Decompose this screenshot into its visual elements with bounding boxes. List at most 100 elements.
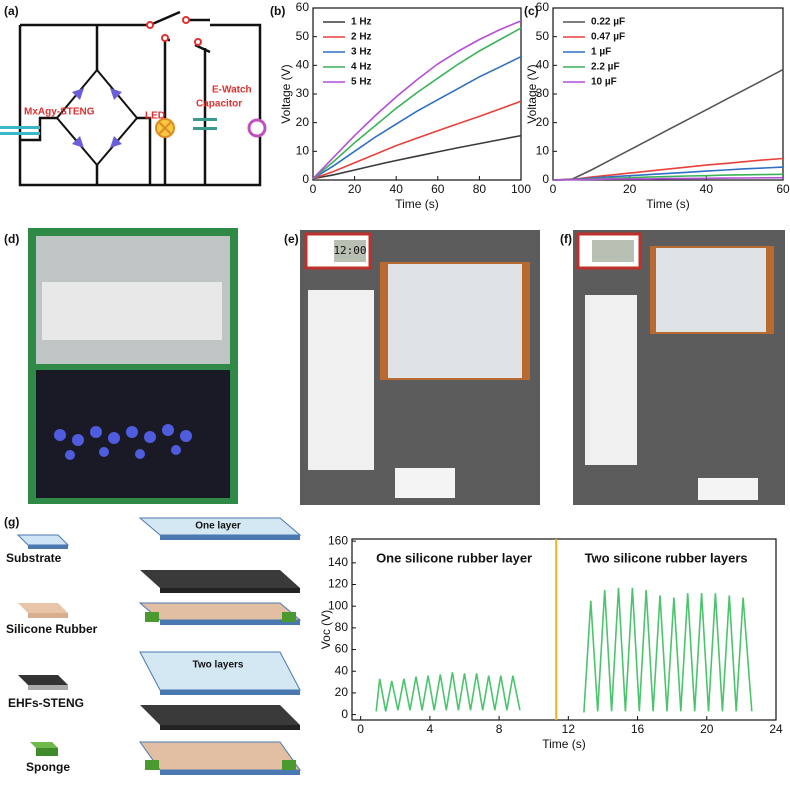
x-axis-label: Time (s) xyxy=(395,197,439,211)
x-tick-label: 60 xyxy=(431,182,445,196)
x-tick-label: 0 xyxy=(357,722,364,736)
clock-screen xyxy=(592,240,634,262)
stack-label: One layer xyxy=(195,521,241,532)
sponge-icon xyxy=(30,742,58,748)
y-tick-label: 40 xyxy=(536,58,550,72)
x-axis-label: Time (s) xyxy=(646,197,690,211)
panel-a: (a) MxAgy-STENG LED E-Watch Capacitor xyxy=(0,4,267,187)
x-tick-label: 24 xyxy=(769,722,783,736)
panel-label: (c) xyxy=(524,4,539,18)
series-line xyxy=(312,55,522,180)
legend-text: 0.47 µF xyxy=(591,32,625,43)
panel-label: (f) xyxy=(560,232,572,246)
x-tick-label: 12 xyxy=(562,722,576,736)
y-tick-label: 20 xyxy=(296,115,310,129)
sponge-icon xyxy=(36,748,58,756)
x-tick-label: 40 xyxy=(390,182,404,196)
steng-icon xyxy=(28,685,68,690)
wire xyxy=(163,38,211,185)
clock-screen xyxy=(334,240,366,262)
y-tick-label: 40 xyxy=(335,663,349,677)
panel-label: (b) xyxy=(270,4,285,18)
y-tick-label: 100 xyxy=(328,598,348,612)
y-axis-label: Voc (V) xyxy=(319,610,333,649)
clock-time: 12:00 xyxy=(333,244,366,257)
contact xyxy=(194,38,202,46)
panel-label: (g) xyxy=(4,515,19,529)
x-tick-label: 100 xyxy=(511,182,531,196)
y-tick-label: 80 xyxy=(335,620,349,634)
x-tick-label: 16 xyxy=(631,722,645,736)
x-tick-label: 8 xyxy=(496,722,503,736)
y-axis-label: Voltage (V) xyxy=(279,64,293,123)
breadboard xyxy=(308,290,374,470)
panel-label: (a) xyxy=(4,4,19,18)
series-line xyxy=(552,176,784,181)
teng-layer xyxy=(0,126,40,129)
x-axis-label: Time (s) xyxy=(542,737,586,751)
x-tick-label: 20 xyxy=(348,182,362,196)
watch xyxy=(698,478,758,500)
x-tick-label: 20 xyxy=(623,182,637,196)
legend-text: Sponge xyxy=(26,760,70,774)
switch xyxy=(149,10,181,27)
series-line xyxy=(312,20,522,180)
steng-icon xyxy=(18,675,68,685)
y-tick-label: 0 xyxy=(341,707,348,721)
led-label: LED xyxy=(145,111,165,122)
y-tick-label: 30 xyxy=(536,86,550,100)
x-tick-label: 4 xyxy=(427,722,434,736)
capacitor-plate xyxy=(193,127,217,130)
diodes xyxy=(72,88,122,148)
y-tick-label: 50 xyxy=(296,29,310,43)
x-tick-label: 0 xyxy=(310,182,317,196)
x-tick-label: 20 xyxy=(700,722,714,736)
y-tick-label: 60 xyxy=(335,642,349,656)
watch xyxy=(395,468,455,498)
y-tick-label: 40 xyxy=(296,58,310,72)
watch-label: E-Watch xyxy=(212,85,252,96)
series-line xyxy=(552,166,784,181)
y-tick-label: 60 xyxy=(536,0,550,14)
series-line xyxy=(552,157,784,181)
annotation: One silicone rubber layer xyxy=(376,550,532,565)
legend-text: 0.22 µF xyxy=(591,17,625,28)
panel-d: (d) xyxy=(4,228,238,504)
glowing-leds xyxy=(54,424,192,460)
y-tick-label: 50 xyxy=(536,29,550,43)
rubber-icon xyxy=(18,603,68,613)
contact xyxy=(161,34,169,42)
panel-label: (e) xyxy=(284,232,299,246)
annotation: Two silicone rubber layers xyxy=(585,550,748,565)
series-line xyxy=(312,27,522,180)
x-tick-label: 40 xyxy=(700,182,714,196)
pad xyxy=(388,264,522,378)
y-tick-label: 20 xyxy=(536,115,550,129)
teng-layer xyxy=(0,132,40,135)
legend-text: 3 Hz xyxy=(351,47,372,58)
rubber-icon xyxy=(28,613,68,618)
substrate-icon xyxy=(16,534,70,546)
breadboard xyxy=(585,295,637,465)
plot-frame xyxy=(351,538,777,721)
legend-text: 4 Hz xyxy=(351,62,372,73)
y-tick-label: 140 xyxy=(328,555,348,569)
watch-icon xyxy=(247,118,267,138)
x-tick-label: 0 xyxy=(550,182,557,196)
legend-text: 5 Hz xyxy=(351,77,372,88)
substrate-icon xyxy=(28,545,68,549)
pad xyxy=(656,248,766,332)
stack-two xyxy=(139,651,301,775)
bridge xyxy=(55,68,139,167)
panel-g: (g) Substrate Silicone Rubber EHFs-STENG… xyxy=(4,515,302,775)
capacitor-label: Capacitor xyxy=(196,99,242,110)
legend-text: Substrate xyxy=(6,551,62,565)
y-tick-label: 20 xyxy=(335,685,349,699)
source-label: MxAgy-STENG xyxy=(24,107,95,118)
wire xyxy=(20,25,152,185)
panel-label: (d) xyxy=(4,232,19,246)
series-line xyxy=(375,587,753,713)
legend-text: 10 µF xyxy=(591,77,617,88)
y-tick-label: 10 xyxy=(296,144,310,158)
